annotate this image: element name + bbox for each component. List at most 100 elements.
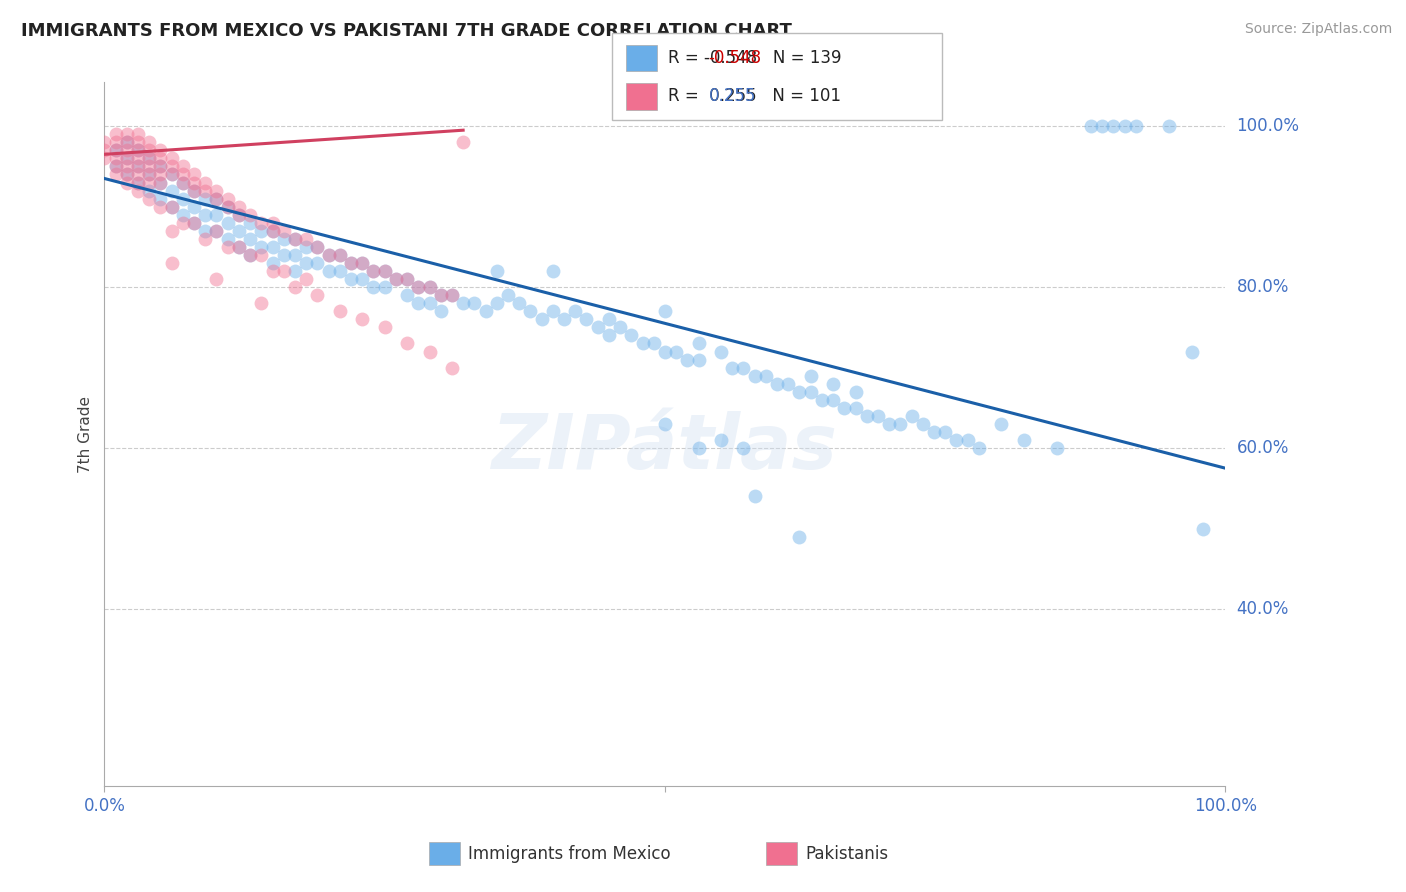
Point (205, 192, 228, 206)
Point (127, 176, 149, 190)
Point (922, 425, 945, 439)
Point (228, 208, 250, 222)
Point (688, 336, 710, 351)
Point (451, 135, 474, 149)
Point (889, 417, 911, 431)
Point (429, 304, 451, 318)
Point (138, 184, 160, 198)
Point (160, 168, 183, 182)
Point (396, 336, 419, 351)
Point (127, 184, 149, 198)
Point (654, 344, 676, 359)
Point (262, 216, 284, 230)
Point (340, 272, 363, 286)
Point (194, 232, 217, 246)
Point (194, 192, 217, 206)
Point (508, 296, 530, 310)
Point (688, 352, 710, 367)
Point (172, 176, 194, 190)
Point (194, 176, 217, 190)
Point (721, 360, 744, 375)
Point (93, 135, 115, 149)
Point (967, 441, 990, 455)
Point (744, 368, 766, 383)
Point (183, 168, 205, 182)
Point (138, 168, 160, 182)
Point (396, 272, 419, 286)
Point (172, 192, 194, 206)
Point (228, 200, 250, 214)
Point (183, 216, 205, 230)
Point (352, 272, 374, 286)
Point (262, 264, 284, 278)
Point (250, 248, 273, 262)
Point (688, 441, 710, 455)
Point (149, 168, 172, 182)
Point (755, 368, 778, 383)
Point (541, 264, 564, 278)
Point (273, 232, 295, 246)
Point (284, 248, 307, 262)
Point (385, 272, 408, 286)
Text: Source: ZipAtlas.com: Source: ZipAtlas.com (1244, 22, 1392, 37)
Point (183, 184, 205, 198)
Point (160, 160, 183, 174)
Point (127, 127, 149, 141)
Point (115, 135, 138, 149)
Point (586, 320, 609, 334)
Point (115, 168, 138, 182)
Point (451, 296, 474, 310)
Point (172, 160, 194, 174)
Point (160, 168, 183, 182)
Point (104, 160, 127, 174)
Point (1102, 119, 1125, 133)
Point (138, 192, 160, 206)
Point (127, 144, 149, 158)
Point (374, 264, 396, 278)
Point (733, 360, 755, 375)
Point (115, 127, 138, 141)
Point (352, 312, 374, 326)
Point (844, 384, 866, 399)
Point (104, 160, 127, 174)
Point (307, 288, 329, 302)
Point (1125, 119, 1147, 133)
Point (945, 433, 967, 447)
Point (138, 160, 160, 174)
Point (811, 392, 834, 407)
Point (844, 401, 866, 415)
Point (363, 280, 385, 294)
Point (823, 376, 845, 391)
Point (239, 208, 262, 222)
Point (295, 240, 318, 254)
Point (654, 417, 676, 431)
Point (530, 312, 553, 326)
Point (228, 240, 250, 254)
Point (160, 184, 183, 198)
Point (149, 200, 172, 214)
Point (183, 176, 205, 190)
Point (307, 240, 329, 254)
Point (160, 152, 183, 166)
Point (149, 160, 172, 174)
Point (217, 216, 239, 230)
Point (363, 264, 385, 278)
Y-axis label: 7th Grade: 7th Grade (79, 395, 93, 473)
Text: IMMIGRANTS FROM MEXICO VS PAKISTANI 7TH GRADE CORRELATION CHART: IMMIGRANTS FROM MEXICO VS PAKISTANI 7TH … (21, 22, 792, 40)
Text: ZIPátlas: ZIPátlas (492, 411, 838, 485)
Text: 80.0%: 80.0% (1237, 278, 1289, 296)
Point (598, 312, 620, 326)
Point (239, 248, 262, 262)
Point (733, 441, 755, 455)
Point (149, 144, 172, 158)
Point (1046, 441, 1069, 455)
Point (115, 135, 138, 149)
Point (172, 208, 194, 222)
Point (183, 216, 205, 230)
Point (160, 224, 183, 238)
Point (250, 216, 273, 230)
Point (329, 304, 352, 318)
Point (352, 256, 374, 270)
Point (284, 232, 307, 246)
Point (374, 280, 396, 294)
